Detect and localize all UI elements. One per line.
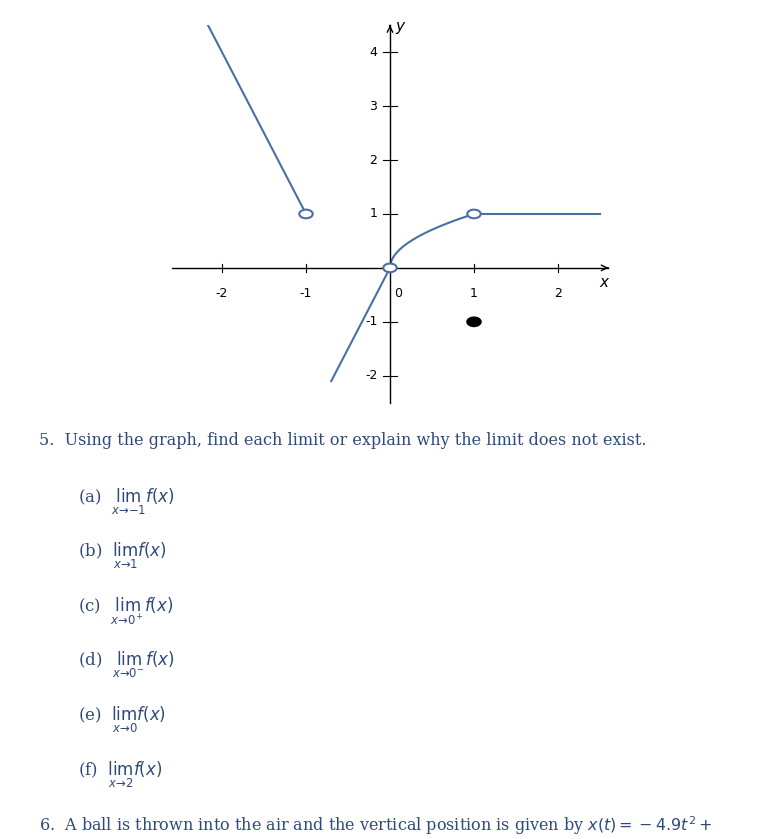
Text: -1: -1	[300, 287, 312, 300]
Text: y: y	[395, 18, 405, 34]
Text: (c)  $\lim_{x \to 0^+} f(x)$: (c) $\lim_{x \to 0^+} f(x)$	[78, 596, 173, 627]
Text: x: x	[600, 274, 608, 289]
Text: (a)  $\lim_{x \to -1} f(x)$: (a) $\lim_{x \to -1} f(x)$	[78, 487, 175, 517]
Circle shape	[467, 317, 480, 326]
Text: 4: 4	[370, 45, 378, 59]
Circle shape	[300, 210, 313, 218]
Text: (b)  $\lim_{x \to 1} f(x)$: (b) $\lim_{x \to 1} f(x)$	[78, 541, 167, 571]
Text: 2: 2	[370, 154, 378, 166]
Text: 2: 2	[554, 287, 562, 300]
Text: (d)  $\lim_{x \to 0^-} f(x)$: (d) $\lim_{x \to 0^-} f(x)$	[78, 650, 175, 680]
Text: 3: 3	[370, 100, 378, 112]
Circle shape	[467, 210, 480, 218]
Text: 5.  Using the graph, find each limit or explain why the limit does not exist.: 5. Using the graph, find each limit or e…	[39, 432, 647, 449]
Text: -2: -2	[216, 287, 229, 300]
Text: -2: -2	[365, 369, 378, 383]
Text: 0: 0	[395, 287, 402, 300]
Text: 6.  A ball is thrown into the air and the vertical position is given by $x(t) = : 6. A ball is thrown into the air and the…	[39, 814, 712, 836]
Text: 1: 1	[470, 287, 478, 300]
Text: (e)  $\lim_{x \to 0} f(x)$: (e) $\lim_{x \to 0} f(x)$	[78, 705, 166, 735]
Circle shape	[383, 263, 397, 272]
Text: 1: 1	[370, 207, 378, 221]
Text: -1: -1	[365, 315, 378, 328]
Text: (f)  $\lim_{x \to 2} f(x)$: (f) $\lim_{x \to 2} f(x)$	[78, 759, 162, 789]
